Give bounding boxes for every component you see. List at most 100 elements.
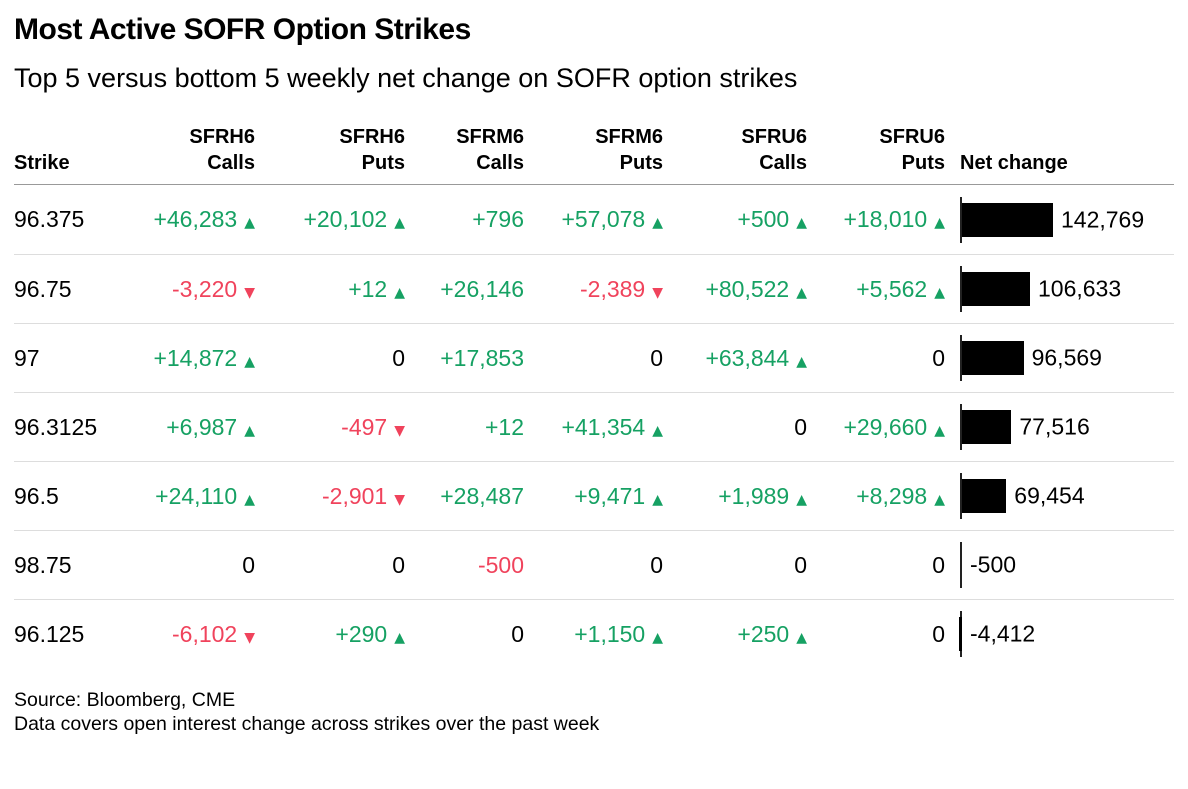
net-axis [960,335,962,381]
net-bar [962,410,1012,444]
header-cell-sfrm6-calls: SFRM6 Calls [405,124,524,176]
value-cell: 0 [663,552,807,579]
value-cell: 0 [663,414,807,441]
value-cell: +1,989 ▲ [663,483,807,510]
cell-value: +6,987 [166,413,238,440]
down-triangle-icon: ▼ [244,629,255,646]
value-cell: +14,872 ▲ [110,345,255,372]
header-line2: Puts [901,152,945,174]
cell-value: -3,220 [172,275,238,302]
value-cell: -2,901 ▼ [255,483,405,510]
net-value: 142,769 [1061,206,1145,232]
header-line2: Strike [14,152,70,174]
value-cell: +63,844 ▲ [663,345,807,372]
cell-value: +8,298 [856,482,928,509]
header-line2: Puts [361,152,405,174]
net-value: 77,516 [1019,413,1090,440]
up-triangle-icon: ▲ [244,422,255,439]
value-cell: 0 [524,345,663,372]
net-change-cell: 96,569 [945,324,1174,392]
header-line2: Net change [960,152,1068,174]
table-row: 96.75 -3,220 ▼ +12 ▲ +26,146 -2,389 ▼ +80,522 ▲ +5… [14,254,1174,323]
cell-value: +5,562 [856,275,928,302]
table-row: 96.3125 +6,987 ▲ -497 ▼ +12 +41,354 ▲ 0 +29,660 ▲ 7… [14,392,1174,461]
cell-value: +80,522 [705,275,790,302]
net-value: 106,633 [1038,275,1122,302]
up-triangle-icon: ▲ [394,284,405,301]
value-cell: +12 ▲ [255,276,405,303]
table-row: 96.375 +46,283 ▲ +20,102 ▲ +796 +57,078 ▲ +500 ▲ +… [14,185,1174,254]
cell-value: +26,146 [440,275,524,302]
cell-value: +250 [737,620,790,647]
up-triangle-icon: ▲ [244,215,255,231]
cell-value: +290 [335,620,388,647]
up-triangle-icon: ▲ [652,629,663,646]
value-cell: +20,102 ▲ [255,206,405,233]
value-cell: +26,146 [405,276,524,303]
cell-value: +20,102 [303,206,388,232]
net-change-cell: -4,412 [945,600,1174,668]
net-bar [959,617,962,651]
source-text: Source: Bloomberg, CME [14,689,236,711]
cell-value: -497 [341,413,388,440]
up-triangle-icon: ▲ [796,284,807,301]
value-cell: 0 [807,621,945,648]
up-triangle-icon: ▲ [796,353,807,370]
cell-value: +63,844 [705,344,790,371]
net-bar [962,341,1024,375]
net-value: -4,412 [970,620,1036,647]
net-change-cell: 77,516 [945,393,1174,461]
value-cell: +80,522 ▲ [663,276,807,303]
value-cell: 0 [807,552,945,579]
value-cell: +250 ▲ [663,621,807,648]
cell-value: 0 [242,551,255,578]
value-cell: +290 ▲ [255,621,405,648]
page-subtitle: Top 5 versus bottom 5 weekly net change … [14,63,798,93]
up-triangle-icon: ▲ [652,215,663,231]
value-cell: +500 ▲ [663,206,807,233]
net-value: -500 [970,551,1017,578]
net-change-cell: -500 [945,531,1174,599]
cell-value: 0 [794,551,807,578]
value-cell: +18,010 ▲ [807,206,945,233]
value-cell: +41,354 ▲ [524,414,663,441]
net-bar [962,272,1030,306]
cell-value: +12 [348,275,388,302]
header-line1: SFRM6 [456,126,524,148]
value-cell: +8,298 ▲ [807,483,945,510]
net-axis [960,266,962,312]
down-triangle-icon: ▼ [244,284,255,301]
cell-value: +796 [472,206,524,232]
strike-cell: 98.75 [14,551,72,578]
cell-value: +500 [737,206,790,232]
cell-value: +1,989 [718,482,790,509]
value-cell: +1,150 ▲ [524,621,663,648]
value-cell: -6,102 ▼ [110,621,255,648]
net-change-cell: 106,633 [945,255,1174,323]
cell-value: 0 [392,551,405,578]
up-triangle-icon: ▲ [394,629,405,646]
footnote-text: Data covers open interest change across … [14,713,600,735]
strike-cell: 96.375 [14,206,85,232]
value-cell: +24,110 ▲ [110,483,255,510]
value-cell: 0 [807,345,945,372]
cell-value: +18,010 [843,206,928,232]
cell-value: +14,872 [153,344,238,371]
net-bar [962,479,1007,513]
cell-value: +57,078 [561,206,646,232]
value-cell: -2,389 ▼ [524,276,663,303]
header-cell-sfrh6-calls: SFRH6 Calls [110,124,255,176]
header-cell-sfrm6-puts: SFRM6 Puts [524,124,663,176]
net-axis [960,196,962,243]
up-triangle-icon: ▲ [796,215,807,231]
header-line2: Calls [476,152,524,174]
cell-value: +1,150 [574,620,646,647]
down-triangle-icon: ▼ [652,284,663,301]
strike-cell: 96.125 [14,620,85,647]
up-triangle-icon: ▲ [934,215,945,231]
value-cell: +29,660 ▲ [807,414,945,441]
cell-value: +28,487 [440,482,524,509]
cell-value: 0 [932,551,945,578]
cell-value: 0 [511,620,524,647]
table-footer: Source: Bloomberg, CME Data covers open … [14,688,1174,736]
